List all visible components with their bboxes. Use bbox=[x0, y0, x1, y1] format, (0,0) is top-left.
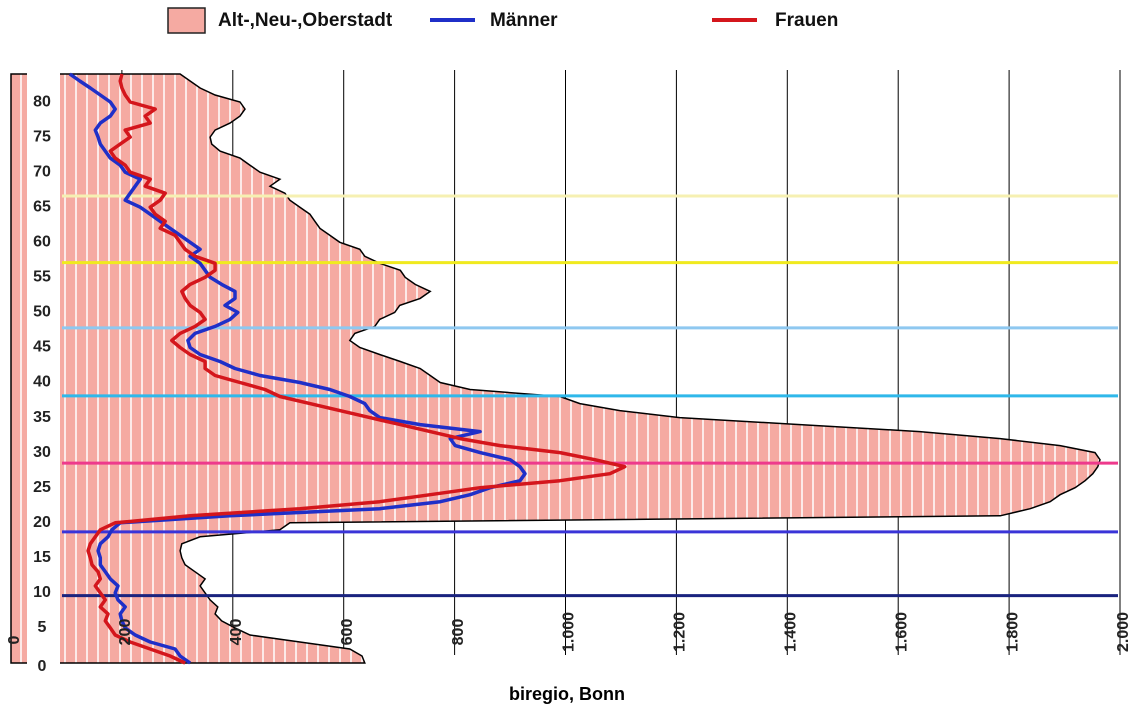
y-tick-label: 65 bbox=[33, 198, 51, 215]
legend-label: Frauen bbox=[775, 10, 838, 31]
source-label: biregio, Bonn bbox=[509, 684, 625, 704]
y-tick-label: 40 bbox=[33, 374, 51, 391]
lines bbox=[68, 72, 627, 665]
legend-label: Alt-,Neu-,Oberstadt bbox=[218, 10, 393, 31]
y-tick-label: 30 bbox=[33, 444, 51, 461]
label-backdrop bbox=[27, 70, 60, 670]
series-line bbox=[86, 73, 627, 665]
y-tick-label: 0 bbox=[38, 658, 47, 675]
y-tick-label: 35 bbox=[33, 409, 51, 426]
labels: 0 200 400 600 800 1.000 1.200 1.400 1.600 1.800 2.… bbox=[6, 93, 1132, 675]
reference-lines bbox=[62, 194, 1118, 598]
x-tick-label: 1.600 bbox=[893, 612, 910, 652]
y-tick-label: 10 bbox=[33, 584, 51, 601]
x-tick-label: 800 bbox=[450, 619, 467, 646]
y-tick-label: 20 bbox=[33, 514, 51, 531]
legend-swatch bbox=[167, 7, 206, 34]
x-tick-label: 2.000 bbox=[1115, 612, 1132, 652]
x-tick-label: 1.800 bbox=[1004, 612, 1021, 652]
x-tick-label: 1.200 bbox=[672, 612, 689, 652]
y-tick-label: 60 bbox=[33, 234, 51, 251]
legend-label: Männer bbox=[490, 10, 558, 31]
y-tick-label: 50 bbox=[33, 304, 51, 321]
y-tick-label: 5 bbox=[38, 619, 47, 636]
x-tick-label: 200 bbox=[117, 619, 134, 646]
y-tick-label: 45 bbox=[33, 339, 51, 356]
area bbox=[10, 73, 1101, 664]
x-tick-label: 400 bbox=[228, 619, 245, 646]
y-tick-label: 15 bbox=[33, 549, 51, 566]
y-tick-label: 25 bbox=[33, 479, 51, 496]
x-tick-label: 600 bbox=[339, 619, 356, 646]
x-tick-label: 0 bbox=[6, 635, 23, 644]
y-tick-label: 70 bbox=[33, 163, 51, 180]
y-tick-label: 75 bbox=[33, 128, 51, 145]
y-tick-label: 80 bbox=[33, 93, 51, 110]
x-tick-label: 1.000 bbox=[561, 612, 578, 652]
area-group bbox=[10, 73, 1101, 664]
legend: Alt-,Neu-,Oberstadt Männer Frauen bbox=[167, 7, 838, 34]
y-tick-label: 55 bbox=[33, 269, 51, 286]
series-line bbox=[68, 72, 527, 665]
x-tick-label: 1.400 bbox=[783, 612, 800, 652]
